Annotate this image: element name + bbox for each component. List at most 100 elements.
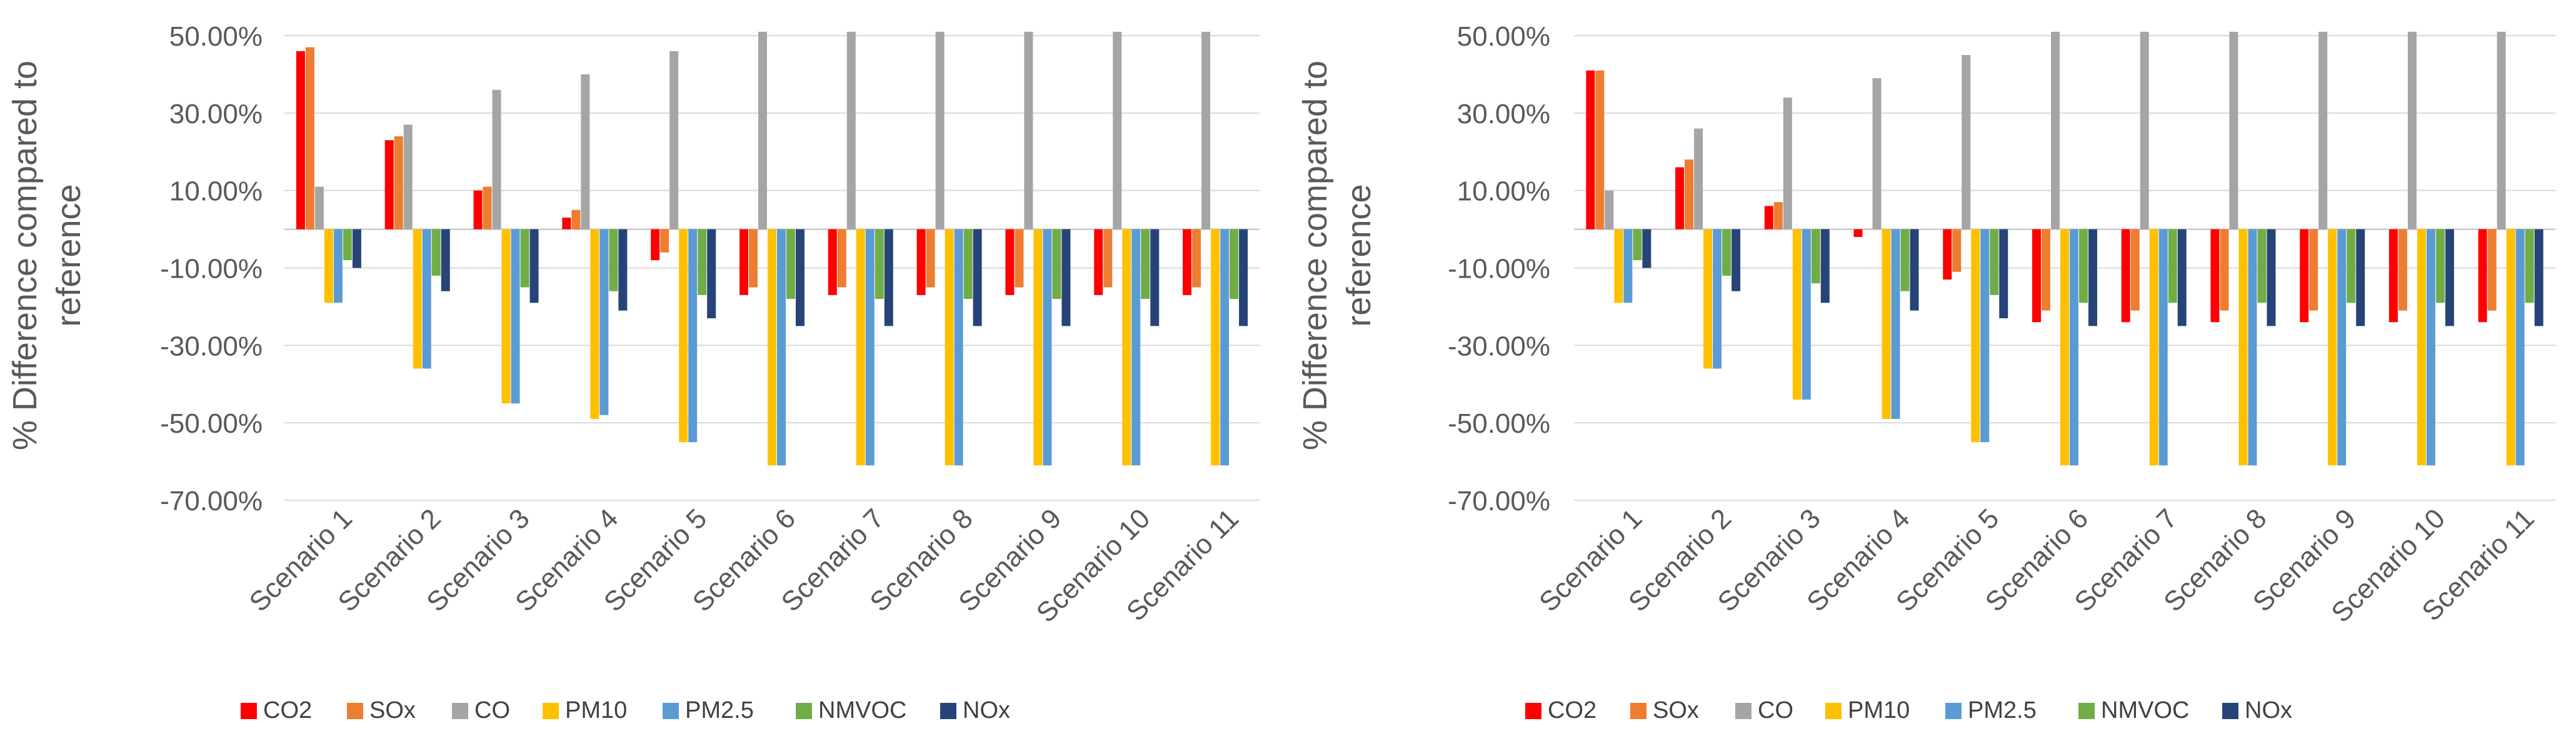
bar-pm10-5: [679, 229, 688, 443]
bar-sox-5: [1952, 229, 1962, 272]
bar-sox-4: [571, 209, 581, 229]
bar-sox-11: [1192, 229, 1201, 288]
legend-item: NMVOC: [796, 697, 906, 723]
bar-co2-8: [2210, 229, 2220, 323]
bar-co2-11: [1183, 229, 1192, 295]
y-tick-label: -30.00%: [1448, 331, 1550, 361]
bar-nmvoc-3: [520, 229, 529, 288]
bar-pm25-2: [1713, 229, 1722, 369]
chart-panel-2: -70.00% -50.00% -30.00% -10.00% 10.00% 30.00%…: [1296, 21, 2555, 723]
legend-swatch: [1825, 703, 1842, 719]
bar-sox-4: [1863, 229, 1872, 230]
bar-sox-6: [749, 229, 758, 288]
legend-label: NMVOC: [2101, 697, 2189, 723]
bar-nox-9: [2356, 229, 2365, 326]
bar-pm10-10: [1122, 229, 1131, 466]
legend-item: PM2.5: [663, 697, 754, 723]
bar-pm25-4: [599, 229, 609, 415]
legend-item: CO2: [1525, 697, 1596, 723]
bar-co2-1: [296, 51, 305, 229]
bar-nox-3: [529, 229, 539, 303]
bar-nmvoc-4: [609, 229, 618, 291]
bar-co-11: [1201, 31, 1211, 229]
bar-sox-10: [2398, 229, 2407, 311]
bar-nox-11: [2534, 229, 2543, 326]
bar-pm25-7: [2158, 229, 2168, 466]
bar-nmvoc-8: [963, 229, 973, 300]
bar-nmvoc-9: [2347, 229, 2356, 303]
bar-pm25-6: [777, 229, 786, 466]
y-tick-label: 30.00%: [1457, 99, 1550, 129]
legend-label: PM2.5: [685, 697, 754, 723]
bar-co2-3: [1764, 206, 1773, 229]
legend-item: CO2: [241, 697, 312, 723]
bar-nmvoc-3: [1811, 229, 1820, 284]
bar-nmvoc-4: [1900, 229, 1910, 291]
bar-co-2: [403, 124, 413, 229]
bar-co-5: [669, 51, 679, 229]
y-tick-label: 10.00%: [1457, 176, 1550, 207]
bar-nox-2: [1732, 229, 1741, 291]
bar-nmvoc-9: [1052, 229, 1061, 300]
bar-sox-10: [1103, 229, 1113, 288]
bar-nox-7: [2177, 229, 2187, 326]
bar-pm25-5: [688, 229, 698, 443]
bar-co2-3: [473, 190, 483, 229]
legend-item: SOx: [347, 697, 416, 723]
bar-sox-8: [2220, 229, 2229, 311]
bar-sox-9: [2309, 229, 2318, 311]
y-axis-title: % Difference compared to reference: [1296, 61, 1378, 450]
bar-pm10-7: [2149, 229, 2158, 466]
bar-pm10-9: [2328, 229, 2337, 466]
bar-pm25-9: [2337, 229, 2347, 466]
bar-sox-2: [394, 136, 403, 229]
bar-nox-1: [1642, 229, 1651, 268]
bar-nox-8: [973, 229, 982, 326]
bar-sox-3: [483, 186, 492, 229]
y-tick-label: -10.00%: [160, 254, 263, 285]
y-tick-label: 50.00%: [169, 21, 263, 52]
bar-co-10: [2407, 31, 2417, 229]
bar-co2-8: [916, 229, 926, 295]
bar-pm10-10: [2417, 229, 2426, 466]
bar-nox-7: [884, 229, 893, 326]
y-tick-label: -70.00%: [1448, 486, 1550, 517]
bar-nmvoc-11: [1230, 229, 1239, 300]
bar-nmvoc-2: [1722, 229, 1732, 276]
bar-co-3: [1783, 98, 1792, 229]
bar-sox-9: [1015, 229, 1024, 288]
legend-swatch: [1945, 703, 1962, 719]
legend-label: NOx: [963, 697, 1010, 723]
bar-pm10-7: [856, 229, 865, 466]
bar-pm25-11: [2515, 229, 2525, 466]
bar-pm10-8: [2238, 229, 2248, 466]
bar-sox-5: [660, 229, 669, 253]
legend-swatch: [1630, 703, 1646, 719]
y-tick-label: 10.00%: [169, 176, 263, 207]
legend-swatch: [241, 703, 257, 719]
bar-co-6: [2051, 31, 2060, 229]
y-tick-label: -50.00%: [160, 408, 263, 439]
bar-co-8: [2229, 31, 2238, 229]
y-tick-label: -70.00%: [160, 486, 263, 517]
bar-pm10-8: [945, 229, 954, 466]
bar-nox-5: [707, 229, 716, 318]
bar-nmvoc-10: [1141, 229, 1150, 300]
bar-co2-9: [2300, 229, 2309, 323]
legend-swatch: [2222, 703, 2238, 719]
bar-sox-7: [837, 229, 846, 288]
legend-swatch: [347, 703, 363, 719]
bar-pm25-1: [1623, 229, 1633, 303]
legend: CO2 SOx CO PM10 PM2.5 NMVOC NOx: [1525, 697, 2292, 723]
bar-pm10-3: [1792, 229, 1802, 400]
bar-co-1: [314, 186, 324, 229]
legend-swatch: [940, 703, 956, 719]
legend-swatch: [2078, 703, 2095, 719]
bar-co2-4: [1853, 229, 1863, 237]
bar-pm25-5: [1980, 229, 1990, 443]
bar-co2-5: [1943, 229, 1952, 280]
bar-pm25-9: [1043, 229, 1052, 466]
y-tick-label: -50.00%: [1448, 408, 1550, 439]
bar-pm10-4: [1882, 229, 1891, 419]
legend-swatch: [796, 703, 812, 719]
